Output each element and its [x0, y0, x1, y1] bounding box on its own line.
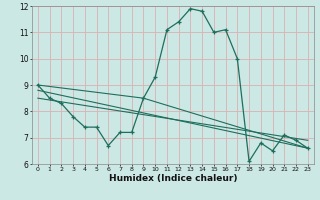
- X-axis label: Humidex (Indice chaleur): Humidex (Indice chaleur): [108, 174, 237, 183]
